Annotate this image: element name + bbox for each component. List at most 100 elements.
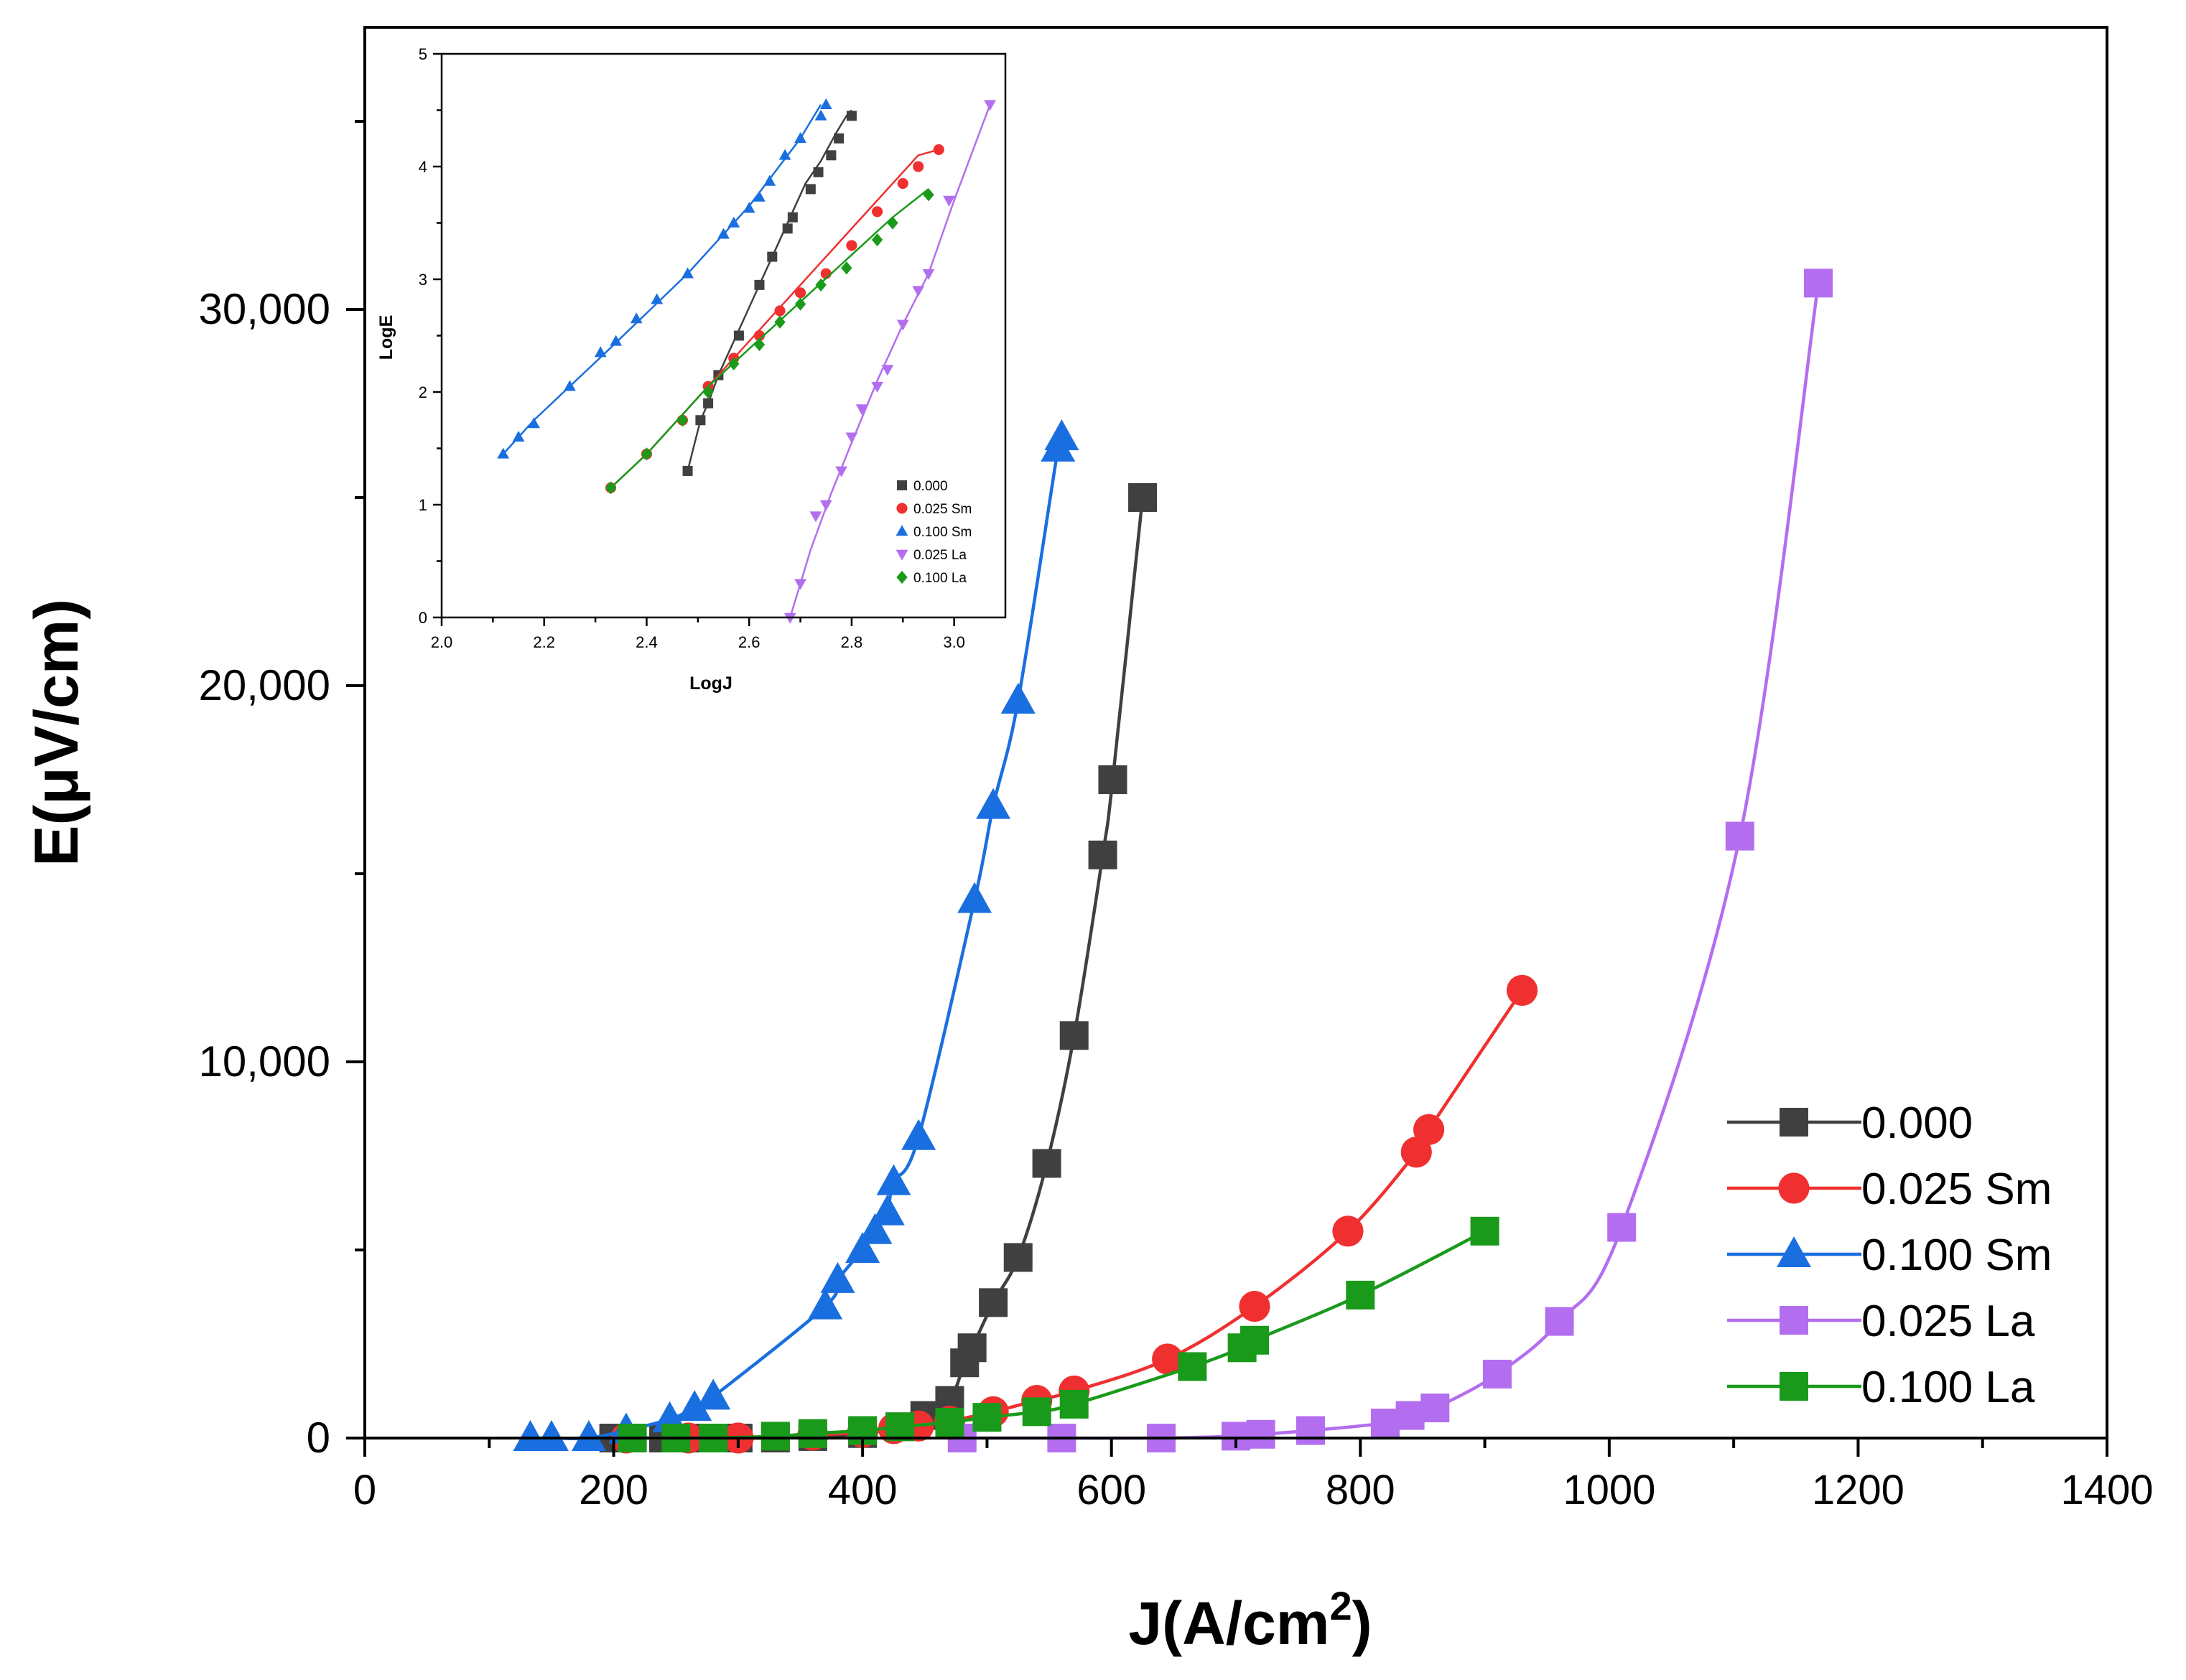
- inset-legend-marker-2: [896, 525, 908, 536]
- main-plot: 0 200 400 600 800 1000 1200 1400010,00020,00030…: [22, 26, 2154, 1657]
- inset-y-tick-label-1: 1: [419, 496, 427, 514]
- inset-series-2-point-3: [564, 380, 576, 391]
- inset-legend-marker-1: [896, 503, 908, 514]
- inset-series-2-point-11: [743, 202, 755, 213]
- main-series-3-point-12: [1725, 821, 1754, 851]
- main-series-4-point-6: [885, 1412, 915, 1442]
- main-series-4-point-4: [798, 1419, 827, 1448]
- main-x-tick-label-3: 600: [1076, 1467, 1146, 1513]
- inset-series-4-point-11: [887, 216, 898, 230]
- main-series-0-point-16: [1059, 1021, 1089, 1050]
- inset-series-line-4: [610, 188, 929, 489]
- inset-series-0-point-12: [834, 133, 845, 144]
- inset-series-0-point-0: [682, 465, 693, 476]
- main-series-2-point-5: [677, 1390, 712, 1422]
- inset-legend-item-1: 0.025 Sm: [896, 502, 972, 517]
- inset-legend-label-4: 0.100 La: [913, 571, 967, 586]
- main-legend-label-1: 0.025 Sm: [1861, 1165, 2052, 1214]
- inset-legend-item-4: 0.100 La: [896, 570, 967, 586]
- main-y-tick-label-0: 0: [307, 1414, 330, 1462]
- inset-legend-item-3: 0.025 La: [896, 548, 967, 563]
- main-series-4-point-10: [1059, 1389, 1089, 1419]
- inset-series-2-point-17: [819, 98, 832, 109]
- main-series-0-point-18: [1098, 765, 1127, 794]
- inset-legend-item-0: 0.000: [897, 479, 948, 494]
- main-x-axis-label: J(A/cm2): [1128, 1583, 1372, 1657]
- inset-legend-marker-4: [896, 570, 908, 584]
- main-legend-marker-2: [1777, 1236, 1811, 1267]
- inset-series-1-point-5: [753, 330, 766, 342]
- inset-series-2-point-10: [727, 216, 740, 228]
- inset-series-3-point-11: [922, 269, 935, 280]
- main-series-1-point-16: [1506, 974, 1538, 1007]
- main-legend: 0.000 0.025 Sm 0.100 Sm 0.025 La 0.100 La: [1727, 1098, 2052, 1412]
- main-series-2-point-12: [876, 1164, 911, 1195]
- inset-series-0-point-5: [754, 279, 765, 290]
- main-legend-marker-3: [1780, 1306, 1808, 1335]
- inset-legend-item-2: 0.100 Sm: [896, 525, 972, 540]
- main-y-tick-label-1: 10,000: [198, 1037, 330, 1086]
- inset-series-3: [783, 100, 996, 624]
- main-series-2-point-14: [957, 882, 992, 913]
- main-series-3-point-6: [1370, 1409, 1400, 1438]
- inset-series-2-point-5: [610, 335, 623, 346]
- main-series-2-point-16: [1000, 682, 1036, 714]
- inset-series-0-point-11: [826, 150, 837, 161]
- main-series-3-point-4: [1246, 1419, 1275, 1449]
- inset-series-line-3: [789, 104, 991, 618]
- inset-x-axis-label: LogJ: [689, 673, 732, 694]
- inset-series-3-point-2: [809, 511, 822, 523]
- main-x-tick-label-2: 400: [828, 1467, 898, 1513]
- main-series-3-point-7: [1395, 1401, 1425, 1430]
- main-legend-item-1: 0.025 Sm: [1727, 1165, 2052, 1214]
- main-series-2-point-8: [820, 1261, 855, 1293]
- inset-series-4-point-10: [871, 233, 883, 247]
- main-series-3-point-13: [1803, 269, 1833, 298]
- main-series-2-point-9: [845, 1232, 880, 1263]
- inset-x-tick-label-0: 2.0: [431, 633, 453, 651]
- main-x-tick-label-5: 1000: [1563, 1467, 1655, 1513]
- main-legend-marker-1: [1778, 1172, 1810, 1204]
- inset-series-0-point-13: [846, 111, 857, 121]
- inset-y-tick-label-3: 3: [419, 271, 427, 289]
- main-y-tick-label-2: 20,000: [198, 661, 330, 709]
- main-series-3-point-5: [1296, 1416, 1325, 1445]
- inset-series-3-point-8: [881, 365, 894, 376]
- inset-y-tick-label-5: 5: [419, 45, 427, 63]
- main-series-0-point-12: [957, 1333, 987, 1363]
- inset-x-tick-label-1: 2.2: [533, 633, 555, 651]
- inset-series-1-point-11: [897, 177, 908, 190]
- inset-series-1-point-9: [846, 240, 857, 251]
- main-series-2-point-11: [870, 1194, 905, 1226]
- main-series-2-point-7: [808, 1288, 843, 1320]
- inset-x-tick-label-2: 2.4: [636, 633, 658, 651]
- inset-series-0-point-2: [703, 398, 714, 409]
- inset-series-0-point-4: [733, 330, 744, 341]
- inset-series-2-point-8: [682, 267, 694, 279]
- inset-series-1-point-7: [794, 287, 806, 299]
- main-series-2-point-13: [901, 1119, 936, 1150]
- inset-series-3-point-5: [845, 432, 858, 444]
- inset-series-3-point-4: [835, 466, 848, 477]
- inset-legend-label-1: 0.025 Sm: [913, 502, 972, 517]
- inset-series-0-point-9: [805, 184, 816, 195]
- main-series-2-point-1: [534, 1420, 569, 1451]
- main-series-1-point-15: [1413, 1114, 1445, 1145]
- inset-series-4-point-4: [728, 357, 740, 370]
- main-y-axis-label: E(μV/cm): [22, 599, 91, 867]
- main-series-0-point-14: [1003, 1243, 1033, 1272]
- inset-legend-marker-3: [896, 549, 908, 561]
- inset-series-1-point-13: [933, 144, 944, 156]
- inset-x-tick-label-4: 2.8: [841, 633, 863, 651]
- inset-series-1-point-12: [913, 161, 924, 172]
- inset-series-0-point-10: [813, 167, 824, 177]
- inset-series-2-point-6: [630, 312, 643, 324]
- main-y-tick-label-3: 30,000: [198, 285, 330, 333]
- main-x-tick-label-1: 200: [579, 1467, 648, 1513]
- inset-series-3-point-7: [871, 381, 883, 393]
- inset-series-3-point-6: [855, 404, 868, 416]
- inset-x-tick-label-5: 3.0: [943, 633, 965, 651]
- main-legend-label-3: 0.025 La: [1861, 1297, 2035, 1346]
- main-x-tick-label-0: 0: [353, 1467, 376, 1513]
